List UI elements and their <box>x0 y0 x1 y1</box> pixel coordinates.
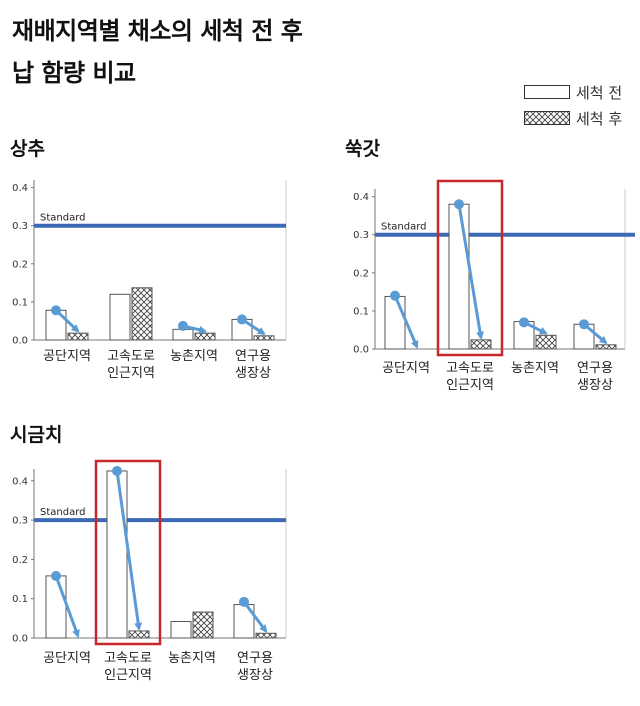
bar-after <box>131 287 153 341</box>
arrow-start-dot <box>239 596 249 607</box>
reduction-arrow <box>54 309 80 333</box>
category-label: 농촌지역 <box>170 349 218 364</box>
chart-title-crown-daisy: 쑥갓 <box>345 138 380 160</box>
category-label: 공단지역 <box>43 651 91 666</box>
bar-after <box>255 632 277 639</box>
title-line-1: 재배지역별 채소의 세척 전 후 <box>12 17 303 45</box>
reduction-arrow <box>393 295 419 349</box>
bar-after <box>128 630 150 639</box>
arrow-start-dot <box>51 570 61 581</box>
y-tick-label: 0.1 <box>12 297 28 308</box>
arrow-start-dot <box>579 319 589 330</box>
category-label: 연구용 <box>577 361 613 376</box>
category-label: 고속도로 <box>446 361 494 376</box>
bar-before <box>172 328 194 341</box>
bar-after <box>535 334 557 350</box>
standard-label: Standard <box>40 213 86 224</box>
category-label: 공단지역 <box>43 349 91 364</box>
category-label: 농촌지역 <box>511 361 559 376</box>
arrow-start-dot <box>390 290 400 301</box>
y-tick-label: 0.1 <box>12 594 28 605</box>
highlight-box <box>436 179 504 357</box>
bar-after <box>67 332 89 341</box>
standard-label: Standard <box>40 507 86 518</box>
category-label: 고속도로 <box>107 349 155 364</box>
arrow-start-dot <box>237 314 247 325</box>
legend-swatch-before <box>524 85 570 99</box>
legend: 세척 전 세척 후 <box>524 79 622 131</box>
arrow-start-dot <box>454 199 464 210</box>
legend-swatch-after <box>524 111 570 125</box>
y-tick-label: 0.2 <box>353 268 369 279</box>
reduction-arrow <box>115 470 143 631</box>
reduction-arrow <box>242 600 268 633</box>
legend-item-after: 세척 후 <box>524 105 622 131</box>
bar-before <box>106 470 128 639</box>
legend-item-before: 세척 전 <box>524 79 622 105</box>
category-label: 고속도로 <box>104 651 152 666</box>
title-line-2: 납 함량 비교 <box>12 59 136 87</box>
y-tick-label: 0.2 <box>12 259 28 270</box>
y-tick-label: 0.0 <box>353 345 369 356</box>
category-label: 인근지역 <box>107 366 155 381</box>
category-label: 연구용 <box>237 651 273 666</box>
bar-after <box>470 339 492 350</box>
standard-label: Standard <box>381 222 427 233</box>
y-tick-label: 0.3 <box>12 221 28 232</box>
reduction-arrow <box>457 203 484 340</box>
category-label: 인근지역 <box>104 668 152 683</box>
y-tick-label: 0.3 <box>12 516 28 527</box>
y-tick-label: 0.4 <box>12 183 28 194</box>
chart-title-spinach: 시금치 <box>10 424 63 446</box>
y-tick-label: 0.4 <box>12 476 28 487</box>
bar-before <box>170 620 192 639</box>
y-tick-label: 0.0 <box>12 336 28 347</box>
y-tick-label: 0.2 <box>12 555 28 566</box>
category-label: 연구용 <box>235 349 271 364</box>
reduction-arrow <box>54 575 80 638</box>
category-label: 인근지역 <box>446 378 494 393</box>
legend-label-before: 세척 전 <box>576 83 623 102</box>
bar-before <box>45 575 67 639</box>
category-label: 생장상 <box>235 366 271 381</box>
arrow-start-dot <box>519 317 529 328</box>
y-tick-label: 0.4 <box>353 192 369 203</box>
arrow-start-dot <box>112 465 122 476</box>
arrow-start-dot <box>51 305 61 316</box>
highlight-box <box>94 459 162 646</box>
arrow-start-dot <box>178 320 188 331</box>
bar-before <box>384 295 406 350</box>
y-tick-label: 0.0 <box>12 634 28 645</box>
bar-before <box>448 203 470 350</box>
legend-label-after: 세척 후 <box>576 109 623 128</box>
y-tick-label: 0.3 <box>353 230 369 241</box>
bar-after <box>192 611 214 639</box>
category-label: 생장상 <box>577 378 613 393</box>
category-label: 농촌지역 <box>168 651 216 666</box>
y-tick-label: 0.1 <box>353 306 369 317</box>
category-label: 공단지역 <box>382 361 430 376</box>
category-label: 생장상 <box>237 668 273 683</box>
chart-title-lettuce: 상추 <box>10 138 45 160</box>
bar-after <box>194 332 216 341</box>
bar-after <box>253 335 275 341</box>
bar-after <box>595 344 617 350</box>
bar-before <box>109 293 131 341</box>
page-title: 재배지역별 채소의 세척 전 후 납 함량 비교 <box>12 10 432 94</box>
